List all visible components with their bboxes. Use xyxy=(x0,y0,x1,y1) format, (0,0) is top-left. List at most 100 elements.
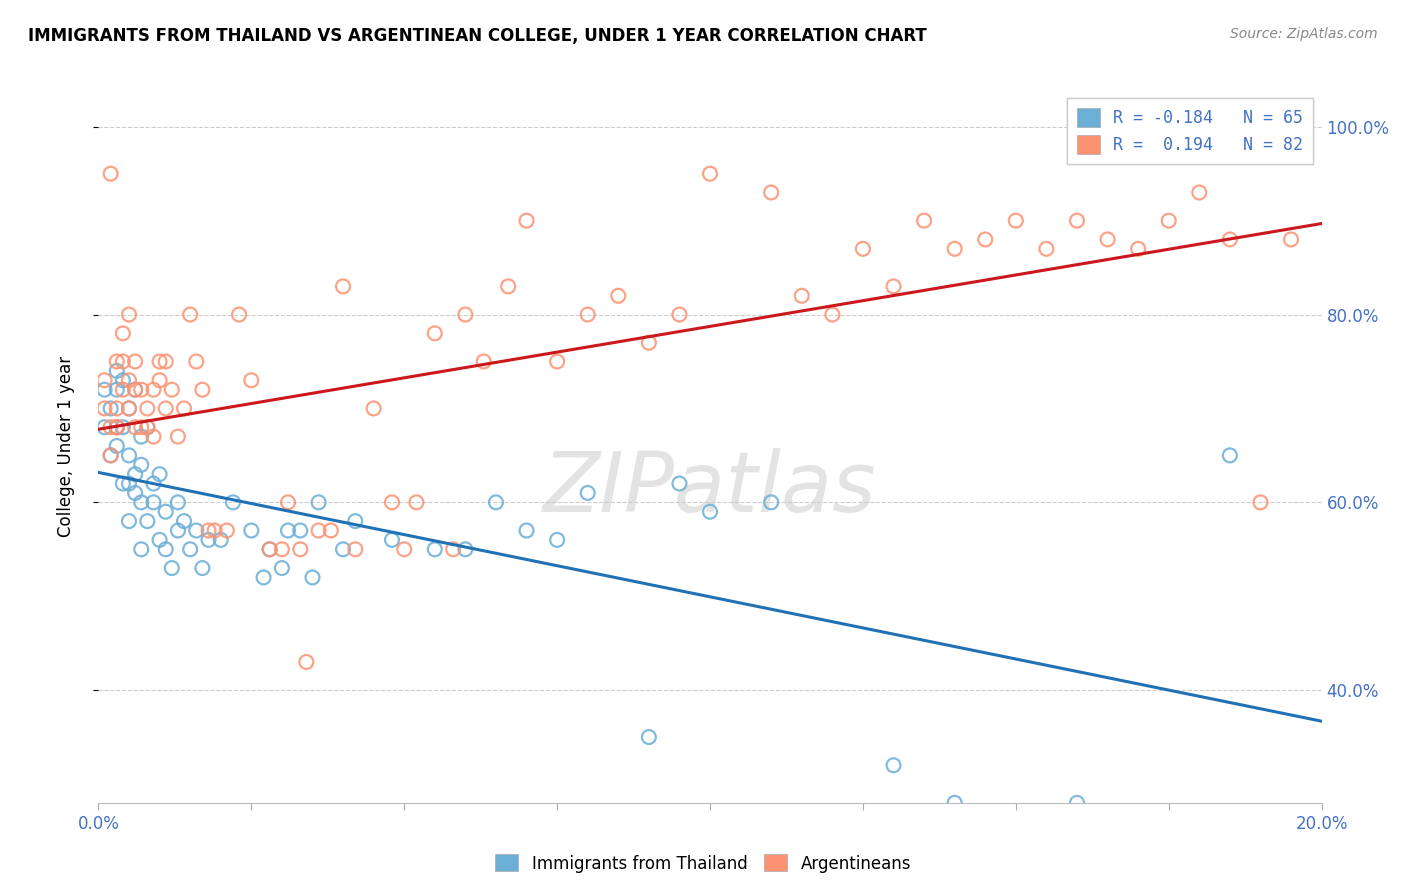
Point xyxy=(124,420,146,434)
Point xyxy=(105,420,128,434)
Point xyxy=(167,524,190,538)
Point xyxy=(204,524,226,538)
Point xyxy=(186,524,208,538)
Point xyxy=(637,335,661,350)
Point xyxy=(259,542,281,557)
Point xyxy=(228,308,250,322)
Point xyxy=(149,354,172,368)
Point xyxy=(100,449,122,463)
Point xyxy=(759,186,782,200)
Point xyxy=(129,420,152,434)
Point xyxy=(118,373,141,387)
Point xyxy=(160,561,183,575)
Point xyxy=(308,524,330,538)
Point xyxy=(290,524,312,538)
Point xyxy=(111,326,134,341)
Text: IMMIGRANTS FROM THAILAND VS ARGENTINEAN COLLEGE, UNDER 1 YEAR CORRELATION CHART: IMMIGRANTS FROM THAILAND VS ARGENTINEAN … xyxy=(28,27,927,45)
Point xyxy=(118,401,141,416)
Point xyxy=(607,289,630,303)
Point xyxy=(668,308,690,322)
Point xyxy=(105,401,128,416)
Point xyxy=(454,308,477,322)
Point xyxy=(240,524,263,538)
Point xyxy=(197,524,219,538)
Point xyxy=(943,242,966,256)
Point xyxy=(142,495,165,509)
Point xyxy=(105,383,128,397)
Point xyxy=(124,354,146,368)
Point xyxy=(124,467,146,482)
Point xyxy=(111,383,134,397)
Legend: Immigrants from Thailand, Argentineans: Immigrants from Thailand, Argentineans xyxy=(488,847,918,880)
Point xyxy=(209,533,232,547)
Point xyxy=(485,495,508,509)
Point xyxy=(136,514,159,528)
Point xyxy=(179,308,201,322)
Point xyxy=(105,420,128,434)
Point xyxy=(668,476,690,491)
Point xyxy=(454,542,477,557)
Point xyxy=(546,533,568,547)
Point xyxy=(155,354,177,368)
Point xyxy=(883,758,905,772)
Point xyxy=(1219,449,1241,463)
Point xyxy=(124,383,146,397)
Point xyxy=(167,429,190,443)
Point xyxy=(105,420,128,434)
Point xyxy=(1097,232,1119,246)
Point xyxy=(423,326,446,341)
Point xyxy=(392,542,416,557)
Point xyxy=(129,383,152,397)
Point xyxy=(93,373,115,387)
Point xyxy=(100,420,122,434)
Point xyxy=(173,401,195,416)
Point xyxy=(1035,242,1057,256)
Point xyxy=(252,570,274,584)
Point xyxy=(883,279,905,293)
Point xyxy=(270,561,292,575)
Point xyxy=(308,495,330,509)
Point xyxy=(637,730,661,744)
Point xyxy=(111,354,134,368)
Point xyxy=(759,495,782,509)
Point xyxy=(1066,213,1088,227)
Point xyxy=(1128,242,1150,256)
Point xyxy=(912,213,935,227)
Point xyxy=(118,308,141,322)
Point xyxy=(149,373,172,387)
Point xyxy=(129,429,152,443)
Point xyxy=(1279,232,1302,246)
Point xyxy=(124,486,146,500)
Point xyxy=(576,308,599,322)
Point xyxy=(100,449,122,463)
Point xyxy=(290,542,312,557)
Point xyxy=(197,533,219,547)
Point xyxy=(1157,213,1180,227)
Point xyxy=(381,533,404,547)
Point xyxy=(852,242,875,256)
Point xyxy=(129,495,152,509)
Point xyxy=(167,495,190,509)
Point xyxy=(381,495,404,509)
Point xyxy=(215,524,238,538)
Point xyxy=(405,495,427,509)
Point xyxy=(111,420,134,434)
Point xyxy=(111,476,134,491)
Point xyxy=(344,542,367,557)
Point xyxy=(1249,495,1271,509)
Point xyxy=(136,401,159,416)
Point xyxy=(105,354,128,368)
Point xyxy=(496,279,519,293)
Point xyxy=(124,383,146,397)
Point xyxy=(240,373,263,387)
Point xyxy=(516,213,538,227)
Y-axis label: College, Under 1 year: College, Under 1 year xyxy=(56,355,75,537)
Point xyxy=(576,486,599,500)
Point xyxy=(100,401,122,416)
Point xyxy=(699,167,721,181)
Text: Source: ZipAtlas.com: Source: ZipAtlas.com xyxy=(1230,27,1378,41)
Point xyxy=(149,533,172,547)
Point xyxy=(790,289,813,303)
Point xyxy=(105,439,128,453)
Point xyxy=(136,420,159,434)
